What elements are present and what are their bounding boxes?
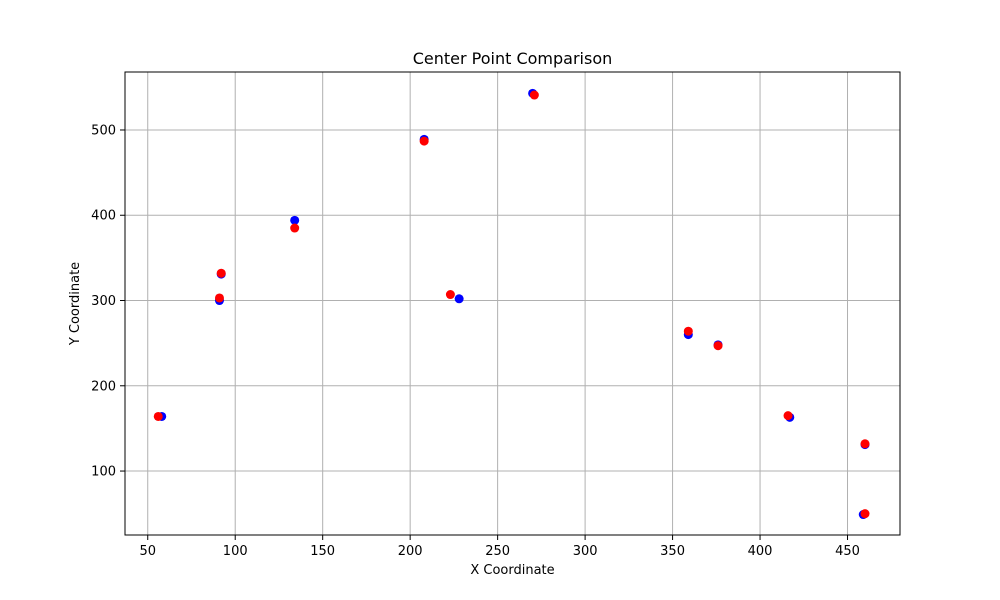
- y-tick-label: 100: [91, 465, 116, 480]
- red-point: [153, 411, 163, 421]
- x-axis-label: X Coordinate: [470, 563, 554, 578]
- y-axis-label: Y Coordinate: [68, 262, 83, 346]
- y-tick-label: 300: [91, 294, 116, 309]
- grid-layer: [125, 72, 900, 535]
- x-tick-label: 150: [310, 544, 335, 559]
- y-tick-label: 200: [91, 379, 116, 394]
- blue-point: [454, 294, 464, 304]
- red-point: [445, 290, 455, 300]
- red-point: [683, 326, 693, 336]
- x-tick-label: 200: [398, 544, 423, 559]
- x-tick-label: 100: [223, 544, 248, 559]
- red-point: [290, 223, 300, 233]
- red-point: [214, 293, 224, 303]
- red-point: [216, 268, 226, 278]
- chart-title: Center Point Comparison: [413, 49, 613, 68]
- x-tick-label: 350: [660, 544, 685, 559]
- blue-point: [290, 215, 300, 225]
- red-point: [860, 439, 870, 449]
- x-tick-label: 450: [835, 544, 860, 559]
- x-tick-label: 250: [485, 544, 510, 559]
- red-point: [529, 90, 539, 100]
- y-tick-label: 500: [91, 123, 116, 138]
- x-tick-label: 300: [573, 544, 598, 559]
- red-point: [860, 509, 870, 519]
- red-point: [713, 341, 723, 351]
- plot-frame: [124, 71, 901, 536]
- ticks-layer: 50 100 150 200 250 300 350 400 450 100 200 300 400 50…: [91, 123, 860, 559]
- points-layer: [153, 88, 870, 520]
- x-tick-label: 50: [139, 544, 156, 559]
- y-tick-label: 400: [91, 209, 116, 224]
- red-point: [783, 411, 793, 421]
- red-point: [419, 136, 429, 146]
- x-tick-label: 400: [748, 544, 773, 559]
